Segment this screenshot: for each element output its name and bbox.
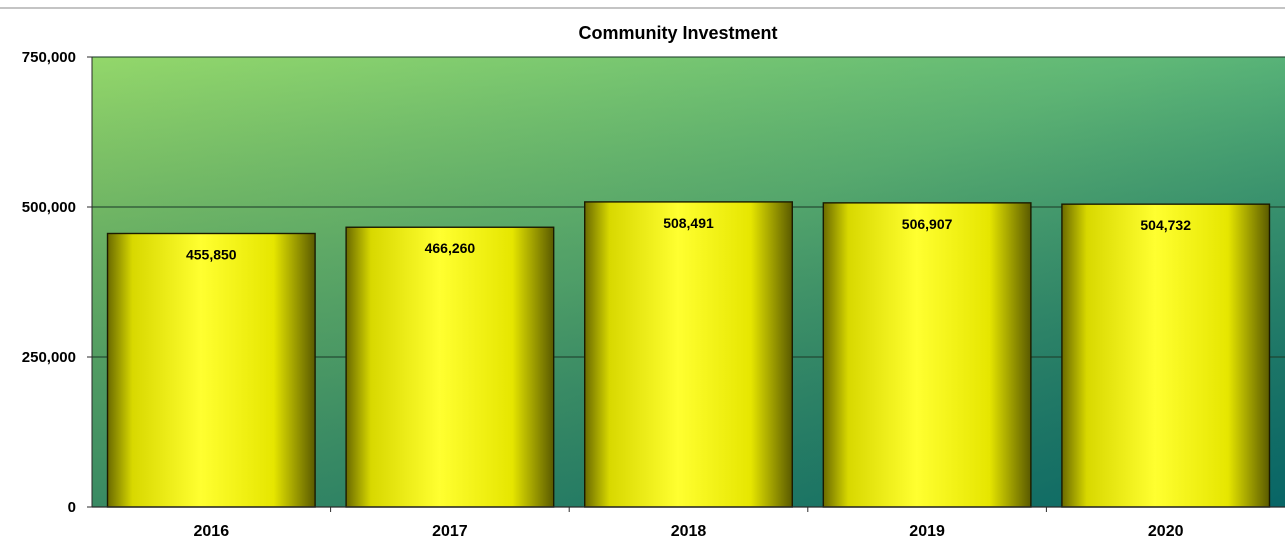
bar	[1061, 203, 1271, 508]
x-tick-label: 2017	[432, 523, 468, 540]
x-tick-label: 2016	[194, 523, 230, 540]
bar	[345, 226, 555, 508]
bar-value-label: 508,491	[663, 215, 714, 231]
y-tick-label: 250,000	[22, 349, 76, 366]
bar	[822, 202, 1032, 508]
bar-value-label: 466,260	[425, 240, 476, 256]
bars: 455,850 466,260 508,491 506,907 504,732	[106, 201, 1271, 508]
chart-title: Community Investment	[578, 23, 777, 43]
y-tick-label: 750,000	[22, 49, 76, 66]
x-tick-label: 2018	[671, 523, 707, 540]
y-tick-label: 0	[68, 499, 76, 516]
y-axis-ticks: 0 250,000 500,000 750,000	[22, 49, 92, 516]
bar-value-label: 506,907	[902, 216, 953, 232]
x-tick-label: 2020	[1148, 523, 1184, 540]
bar	[584, 201, 793, 508]
y-tick-label: 500,000	[22, 199, 76, 216]
x-tick-label: 2019	[909, 523, 945, 540]
bar	[106, 232, 316, 508]
x-axis-ticks: 2016 2017 2018 2019 2020	[194, 507, 1184, 540]
bar-value-label: 455,850	[186, 246, 237, 262]
bar-value-label: 504,732	[1140, 217, 1191, 233]
